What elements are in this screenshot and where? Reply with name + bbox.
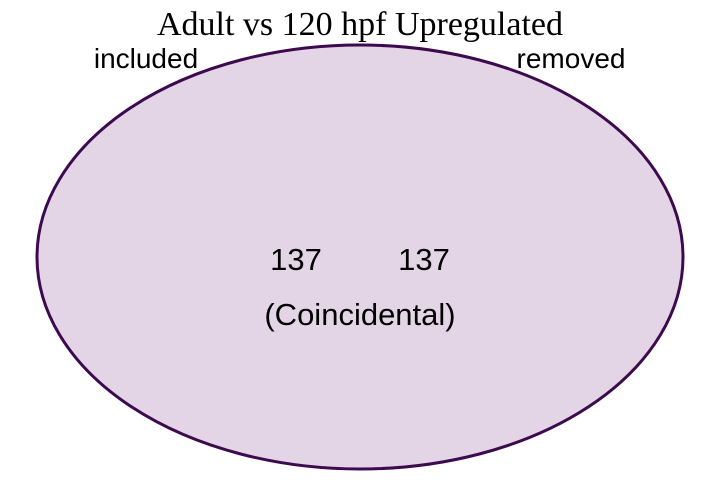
- count-removed: 137: [398, 242, 450, 277]
- count-included: 137: [270, 242, 322, 277]
- set-label-removed: removed: [517, 43, 626, 74]
- relation-note: (Coincidental): [264, 297, 455, 332]
- set-label-included: included: [94, 43, 198, 74]
- diagram-title: Adult vs 120 hpf Upregulated: [157, 6, 563, 43]
- set-ellipse: [35, 43, 685, 471]
